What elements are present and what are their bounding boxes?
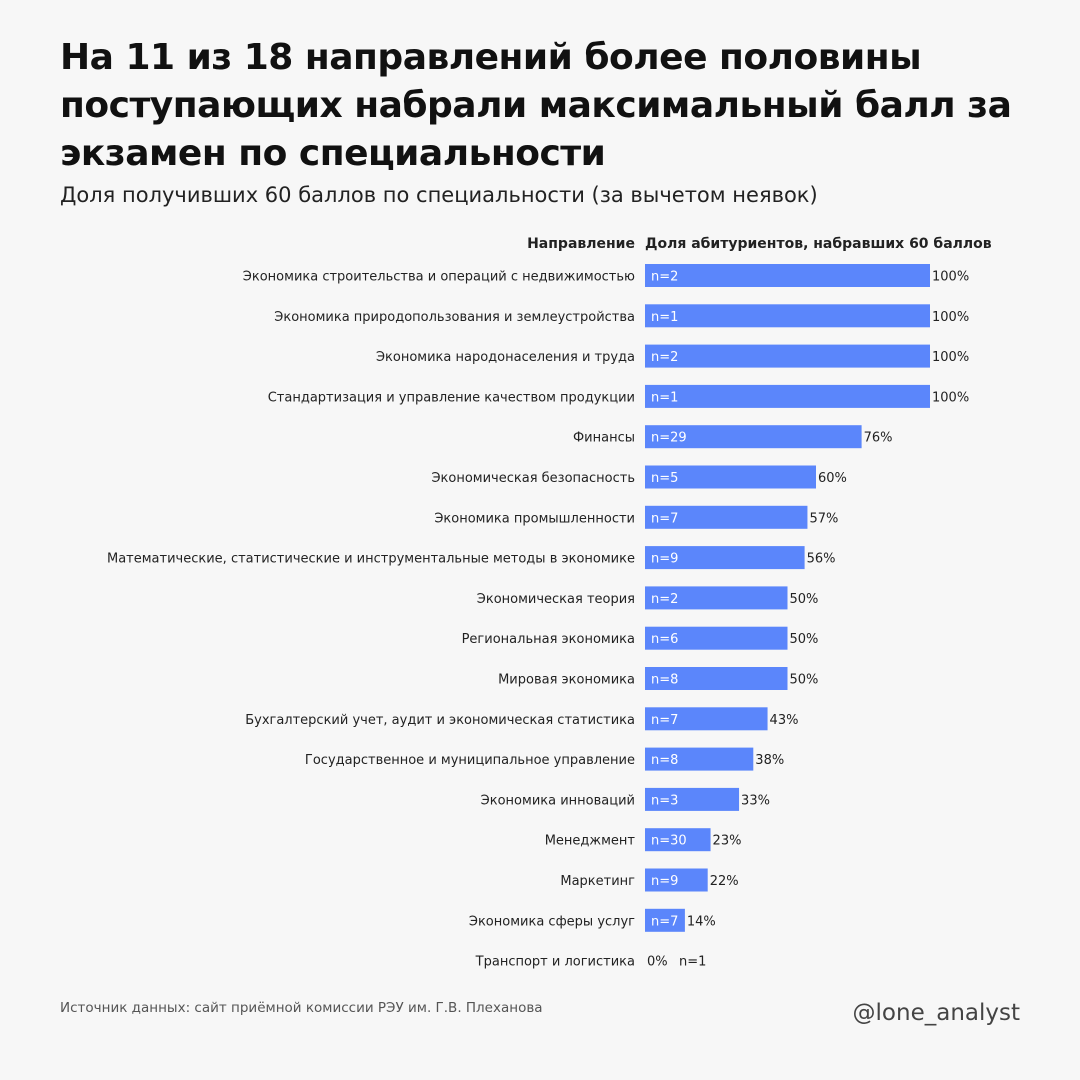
bar [645, 465, 816, 489]
n-count-label: n=5 [651, 471, 678, 486]
value-label: 14% [687, 914, 716, 929]
bar [645, 707, 768, 731]
n-count-label: n=1 [651, 390, 678, 405]
category-label: Экономика промышленности [434, 511, 635, 526]
bars-group: Экономика строительства и операций с нед… [107, 264, 969, 970]
bar [645, 868, 708, 892]
value-label: 50% [790, 632, 819, 647]
value-label: 56% [807, 552, 836, 567]
data-source-note: Источник данных: сайт приёмной комиссии … [60, 1000, 543, 1016]
bar [645, 344, 930, 368]
bar [645, 425, 862, 449]
n-count-label: n=2 [651, 592, 678, 607]
category-label: Экономика инноваций [481, 793, 635, 808]
category-label: Финансы [573, 431, 635, 446]
n-count-label: n=8 [651, 753, 678, 768]
category-label: Государственное и муниципальное управлен… [305, 753, 635, 768]
category-label: Маркетинг [560, 874, 635, 889]
n-count-label: n=7 [651, 713, 678, 728]
bar [645, 384, 930, 408]
n-count-label: n=7 [651, 511, 678, 526]
author-handle: @lone_analyst [852, 1000, 1020, 1026]
category-label: Экономическая теория [477, 592, 635, 607]
bar [645, 546, 805, 570]
value-label: 33% [741, 793, 770, 808]
value-label: 100% [932, 270, 969, 285]
category-column-header: Направление [527, 236, 635, 252]
value-label: 50% [790, 673, 819, 688]
value-label: 100% [932, 390, 969, 405]
value-label: 100% [932, 310, 969, 325]
chart-title: На 11 из 18 направлений более половины п… [60, 37, 1012, 174]
n-count-label: n=3 [651, 793, 678, 808]
n-count-label: n=2 [651, 270, 678, 285]
category-label: Экономика народонаселения и труда [376, 350, 635, 365]
n-count-label: n=29 [651, 431, 687, 446]
category-label: Экономика природопользования и землеустр… [274, 310, 635, 325]
bar [645, 908, 685, 932]
bar [645, 505, 808, 529]
category-label: Мировая экономика [498, 673, 635, 688]
category-label: Стандартизация и управление качеством пр… [268, 390, 635, 405]
bar [645, 787, 740, 811]
bar [645, 667, 788, 690]
category-label: Экономика сферы услуг [469, 914, 635, 929]
n-count-label: n=2 [651, 350, 678, 365]
value-label: 0% [647, 955, 668, 970]
n-count-label: n=30 [651, 834, 687, 849]
value-label: 60% [818, 471, 847, 486]
category-label: Математические, статистические и инструм… [107, 552, 635, 567]
bar [645, 304, 930, 328]
category-label: Транспорт и логистика [475, 955, 635, 970]
n-count-label: n=6 [651, 632, 678, 647]
category-label: Региональная экономика [462, 632, 635, 647]
category-label: Бухгалтерский учет, аудит и экономическа… [245, 713, 635, 728]
category-label: Менеджмент [545, 834, 636, 849]
n-count-label: n=8 [651, 673, 678, 688]
bar [645, 828, 711, 852]
bar [645, 626, 788, 650]
bar [645, 264, 930, 287]
value-label: 57% [809, 511, 838, 526]
n-count-label: n=7 [651, 914, 678, 929]
category-label: Экономическая безопасность [431, 471, 635, 486]
value-label: 50% [790, 592, 819, 607]
category-label: Экономика строительства и операций с нед… [243, 270, 635, 285]
value-label: 43% [770, 713, 799, 728]
value-label: 22% [710, 874, 739, 889]
bar [645, 586, 788, 610]
value-label: 100% [932, 350, 969, 365]
value-label: 38% [755, 753, 784, 768]
value-label: 76% [864, 431, 893, 446]
chart-subtitle: Доля получивших 60 баллов по специальнос… [60, 183, 818, 207]
n-count-label: n=9 [651, 874, 678, 889]
n-count-label: n=9 [651, 552, 678, 567]
n-count-label: n=1 [679, 955, 706, 970]
n-count-label: n=1 [651, 310, 678, 325]
value-label: 23% [713, 834, 742, 849]
bar [645, 747, 754, 771]
value-column-header: Доля абитуриентов, набравших 60 баллов [645, 236, 992, 252]
